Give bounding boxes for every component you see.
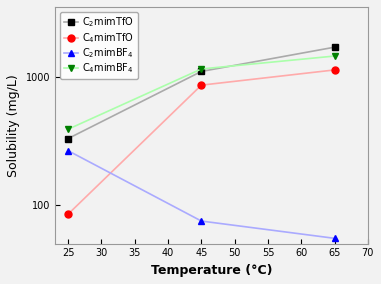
C$_2$mimTfO	[199, 70, 204, 73]
Line: C$_4$mimTfO: C$_4$mimTfO	[65, 66, 338, 218]
C$_4$mimTfO	[199, 83, 204, 87]
Y-axis label: Solubility (mg/L): Solubility (mg/L)	[7, 74, 20, 177]
X-axis label: Temperature (°C): Temperature (°C)	[150, 264, 272, 277]
C$_4$mimTfO	[332, 68, 337, 72]
Line: C$_2$mimTfO: C$_2$mimTfO	[65, 44, 338, 142]
C$_4$mimBF$_4$	[332, 54, 337, 58]
C$_2$mimBF$_4$	[66, 149, 70, 153]
C$_2$mimTfO	[66, 137, 70, 140]
Line: C$_4$mimBF$_4$: C$_4$mimBF$_4$	[65, 53, 338, 133]
Line: C$_2$mimBF$_4$: C$_2$mimBF$_4$	[65, 147, 338, 242]
C$_2$mimBF$_4$	[332, 237, 337, 240]
C$_4$mimBF$_4$	[66, 128, 70, 131]
C$_2$mimBF$_4$	[199, 219, 204, 223]
C$_4$mimTfO	[66, 212, 70, 216]
C$_4$mimBF$_4$	[199, 67, 204, 71]
Legend: C$_2$mimTfO, C$_4$mimTfO, C$_2$mimBF$_4$, C$_4$mimBF$_4$: C$_2$mimTfO, C$_4$mimTfO, C$_2$mimBF$_4$…	[60, 12, 138, 79]
C$_2$mimTfO	[332, 45, 337, 49]
